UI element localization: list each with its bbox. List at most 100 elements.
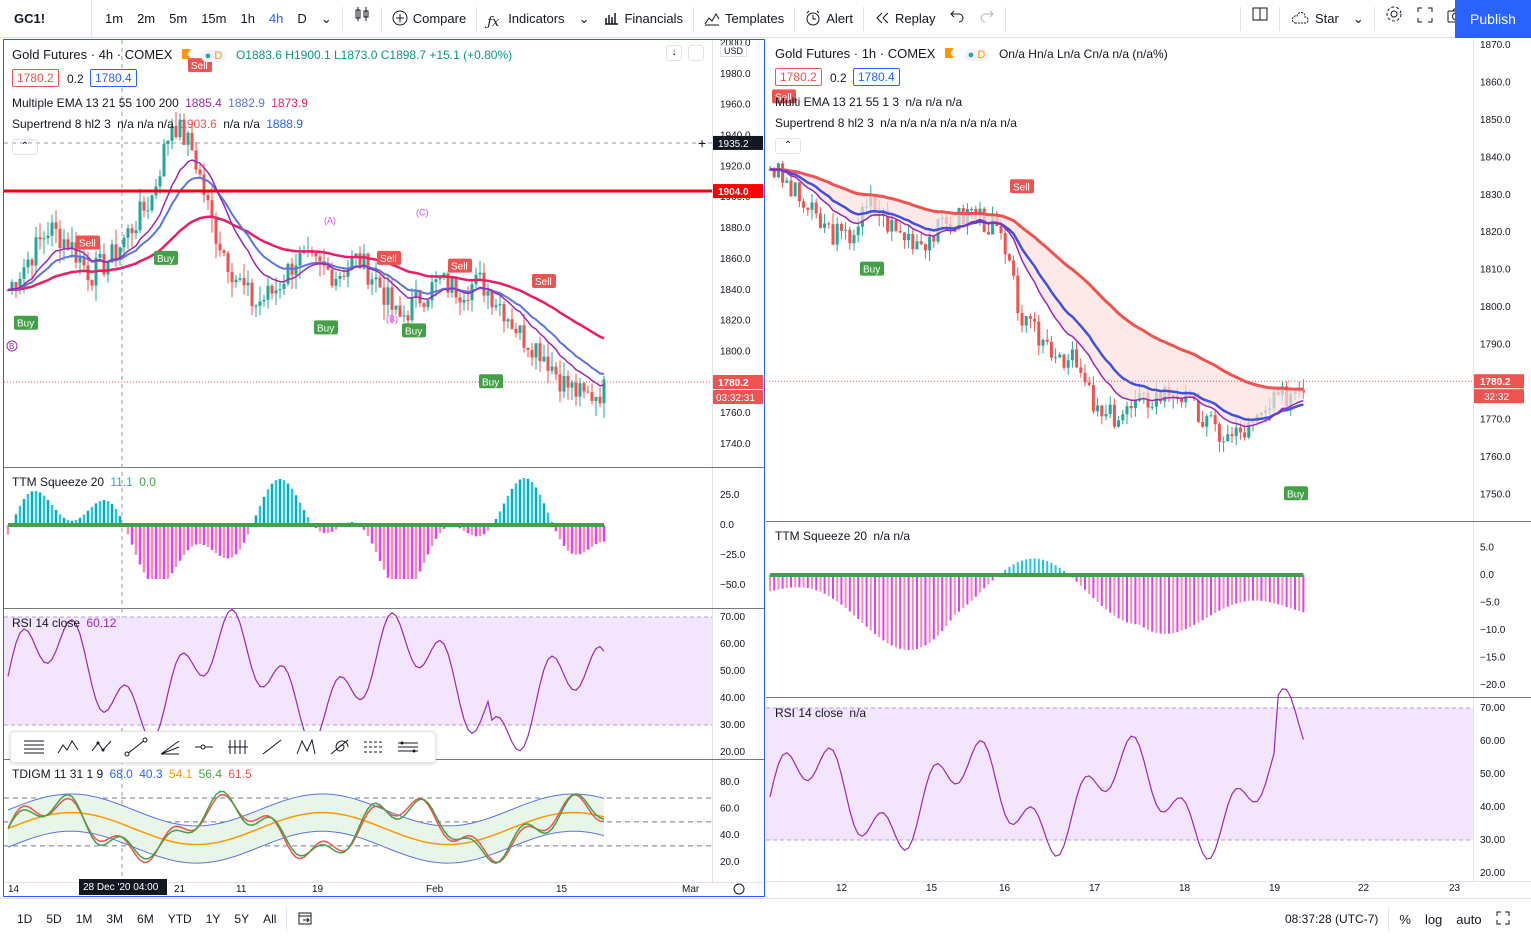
compare-button[interactable]: Compare — [385, 0, 473, 38]
candle-body — [1087, 382, 1091, 386]
right-title[interactable]: Gold Futures · 1h · COMEX — [775, 46, 936, 61]
interval-2m[interactable]: 2m — [137, 10, 156, 26]
replay-button[interactable]: Replay — [867, 0, 942, 38]
signal-label: Sell — [1013, 182, 1030, 193]
candle-body — [1108, 404, 1112, 415]
range-5d[interactable]: 5D — [46, 912, 62, 926]
log-scale-toggle[interactable]: log — [1424, 911, 1443, 927]
candle-body — [789, 180, 793, 197]
star-dropdown-icon[interactable]: ⌄ — [1352, 11, 1364, 26]
interval-15m[interactable]: 15m — [201, 10, 227, 26]
tdi-legend[interactable]: TDIGM 11 31 1 9 68.0 40.3 54.1 56.4 61.5 — [12, 767, 252, 781]
interval-5m[interactable]: 5m — [169, 10, 188, 26]
interval-1m[interactable]: 1m — [105, 10, 124, 26]
tool-gann[interactable] — [357, 733, 391, 761]
percent-scale-toggle[interactable]: % — [1399, 911, 1411, 927]
tool-pitchfork[interactable] — [221, 733, 255, 761]
ask-price[interactable]: 1780.4 — [90, 69, 137, 87]
candle-body — [1196, 399, 1200, 422]
ema-legend[interactable]: Multi EMA 13 21 55 1 3 n/a n/a n/a — [775, 95, 962, 109]
tool-trendline[interactable] — [255, 733, 289, 761]
tool-horizontal-ray[interactable] — [187, 733, 221, 761]
indicators-button[interactable]: ƒx Indicators — [480, 0, 571, 38]
tool-xabcd[interactable] — [289, 733, 323, 761]
candle-body — [274, 290, 278, 294]
goto-date-button[interactable] — [290, 910, 320, 929]
candle-body — [146, 210, 150, 212]
rsi-legend[interactable]: RSI 14 close n/a — [775, 706, 866, 720]
left-chart-pane[interactable]: 2000.01980.01960.01940.01920.01900.01880… — [3, 39, 765, 897]
collapse-legend-button[interactable]: ⌃ — [12, 139, 38, 155]
price-axis-label: 1760.0 — [1480, 452, 1511, 463]
left-series-legend: Gold Futures · 4h · COMEX ● D O1883.6 H1… — [12, 47, 512, 62]
symbol-search[interactable]: GC1! — [0, 0, 92, 38]
candle-body — [1007, 254, 1011, 261]
range-3m[interactable]: 3M — [106, 912, 124, 926]
templates-button[interactable]: Templates — [697, 0, 791, 38]
left-title[interactable]: Gold Futures · 4h · COMEX — [12, 47, 173, 62]
range-1y[interactable]: 1Y — [205, 912, 221, 926]
ask-price[interactable]: 1780.4 — [853, 68, 900, 86]
interval-1h[interactable]: 1h — [240, 10, 255, 26]
maximize-pane-button[interactable] — [688, 45, 704, 61]
tool-parallel-channel[interactable] — [391, 733, 425, 761]
financials-button[interactable]: Financials — [596, 0, 690, 38]
alert-button[interactable]: Alert — [798, 0, 860, 38]
undo-button[interactable] — [942, 0, 972, 38]
range-all[interactable]: All — [263, 912, 277, 926]
tdi-signal-line — [7, 790, 605, 864]
star-button[interactable]: Star — [1283, 0, 1346, 38]
tool-fib-spiral[interactable] — [323, 733, 357, 761]
timezone-clock[interactable]: 08:37:28 (UTC-7) — [1285, 912, 1379, 926]
tool-fib[interactable] — [17, 733, 51, 761]
scroll-down-button[interactable]: ↓ — [666, 45, 682, 61]
rsi-legend[interactable]: RSI 14 close 60.12 — [12, 616, 116, 630]
rsi-axis-label: 60.00 — [720, 639, 745, 650]
layout-button[interactable] — [1244, 0, 1276, 38]
chart-type-button[interactable] — [346, 0, 378, 38]
chart-fullscreen-button[interactable] — [1489, 911, 1517, 928]
tool-fib-fan[interactable] — [153, 733, 187, 761]
supertrend-legend[interactable]: Supertrend 8 hl2 3 n/a n/a n/a 1903.6 n/… — [12, 117, 303, 131]
auto-scale-toggle[interactable]: auto — [1456, 911, 1482, 927]
range-5y[interactable]: 5Y — [234, 912, 250, 926]
time-axis-label: 11 — [236, 884, 247, 895]
interval-4h[interactable]: 4h — [268, 10, 284, 26]
rsi-value: 60.12 — [86, 616, 117, 630]
tool-trend-angle[interactable] — [119, 733, 153, 761]
currency-label[interactable]: USD — [720, 45, 748, 57]
publish-button[interactable]: Publish — [1455, 0, 1531, 38]
candle-body — [118, 247, 122, 260]
range-1m[interactable]: 1M — [75, 912, 93, 926]
fullscreen-button[interactable] — [1410, 0, 1440, 38]
signal-label: Sell — [380, 254, 397, 265]
right-chart-canvas[interactable]: 1870.0 1860.0 1850.0 1840.0 1830.0 1820.0 1810… — [766, 39, 1531, 897]
tdi-lower-band — [7, 830, 605, 864]
ema-13-line — [769, 168, 1304, 428]
bid-price[interactable]: 1780.2 — [775, 68, 822, 86]
settings-button[interactable] — [1378, 0, 1410, 38]
candle-body — [986, 231, 990, 235]
indicators-dropdown-icon[interactable]: ⌄ — [578, 10, 590, 26]
candle-body — [86, 265, 90, 281]
range-ytd[interactable]: YTD — [167, 912, 192, 926]
price-axis-label: 1860.0 — [1480, 77, 1511, 88]
tool-pattern-15[interactable] — [51, 733, 85, 761]
ema-legend[interactable]: Multiple EMA 13 21 55 100 200 1885.4 188… — [12, 96, 308, 110]
supertrend-legend[interactable]: Supertrend 8 hl2 3 n/a n/a n/a n/a n/a n… — [775, 116, 1017, 130]
range-6m[interactable]: 6M — [137, 912, 154, 926]
redo-button[interactable] — [972, 0, 1002, 38]
tool-pattern-abc[interactable] — [85, 733, 119, 761]
interval-dropdown-icon[interactable]: ⌄ — [320, 10, 332, 26]
range-1d[interactable]: 1D — [17, 912, 33, 926]
candle-body — [1150, 406, 1154, 408]
bid-price[interactable]: 1780.2 — [12, 69, 59, 87]
candle-body — [182, 119, 186, 145]
top-toolbar: GC1! 1m 2m 5m 15m 1h 4h D ⌄ Compare ƒx In… — [0, 0, 1531, 38]
ttm-legend[interactable]: TTM Squeeze 20 n/a n/a — [775, 529, 910, 543]
interval-d[interactable]: D — [297, 10, 307, 26]
right-chart-pane[interactable]: 1870.0 1860.0 1850.0 1840.0 1830.0 1820.0 1810… — [766, 39, 1531, 897]
collapse-legend-button[interactable]: ⌃ — [775, 138, 801, 154]
left-chart-canvas[interactable]: 2000.01980.01960.01940.01920.01900.01880… — [4, 40, 764, 896]
ttm-legend[interactable]: TTM Squeeze 20 11.1 0.0 — [12, 475, 156, 489]
